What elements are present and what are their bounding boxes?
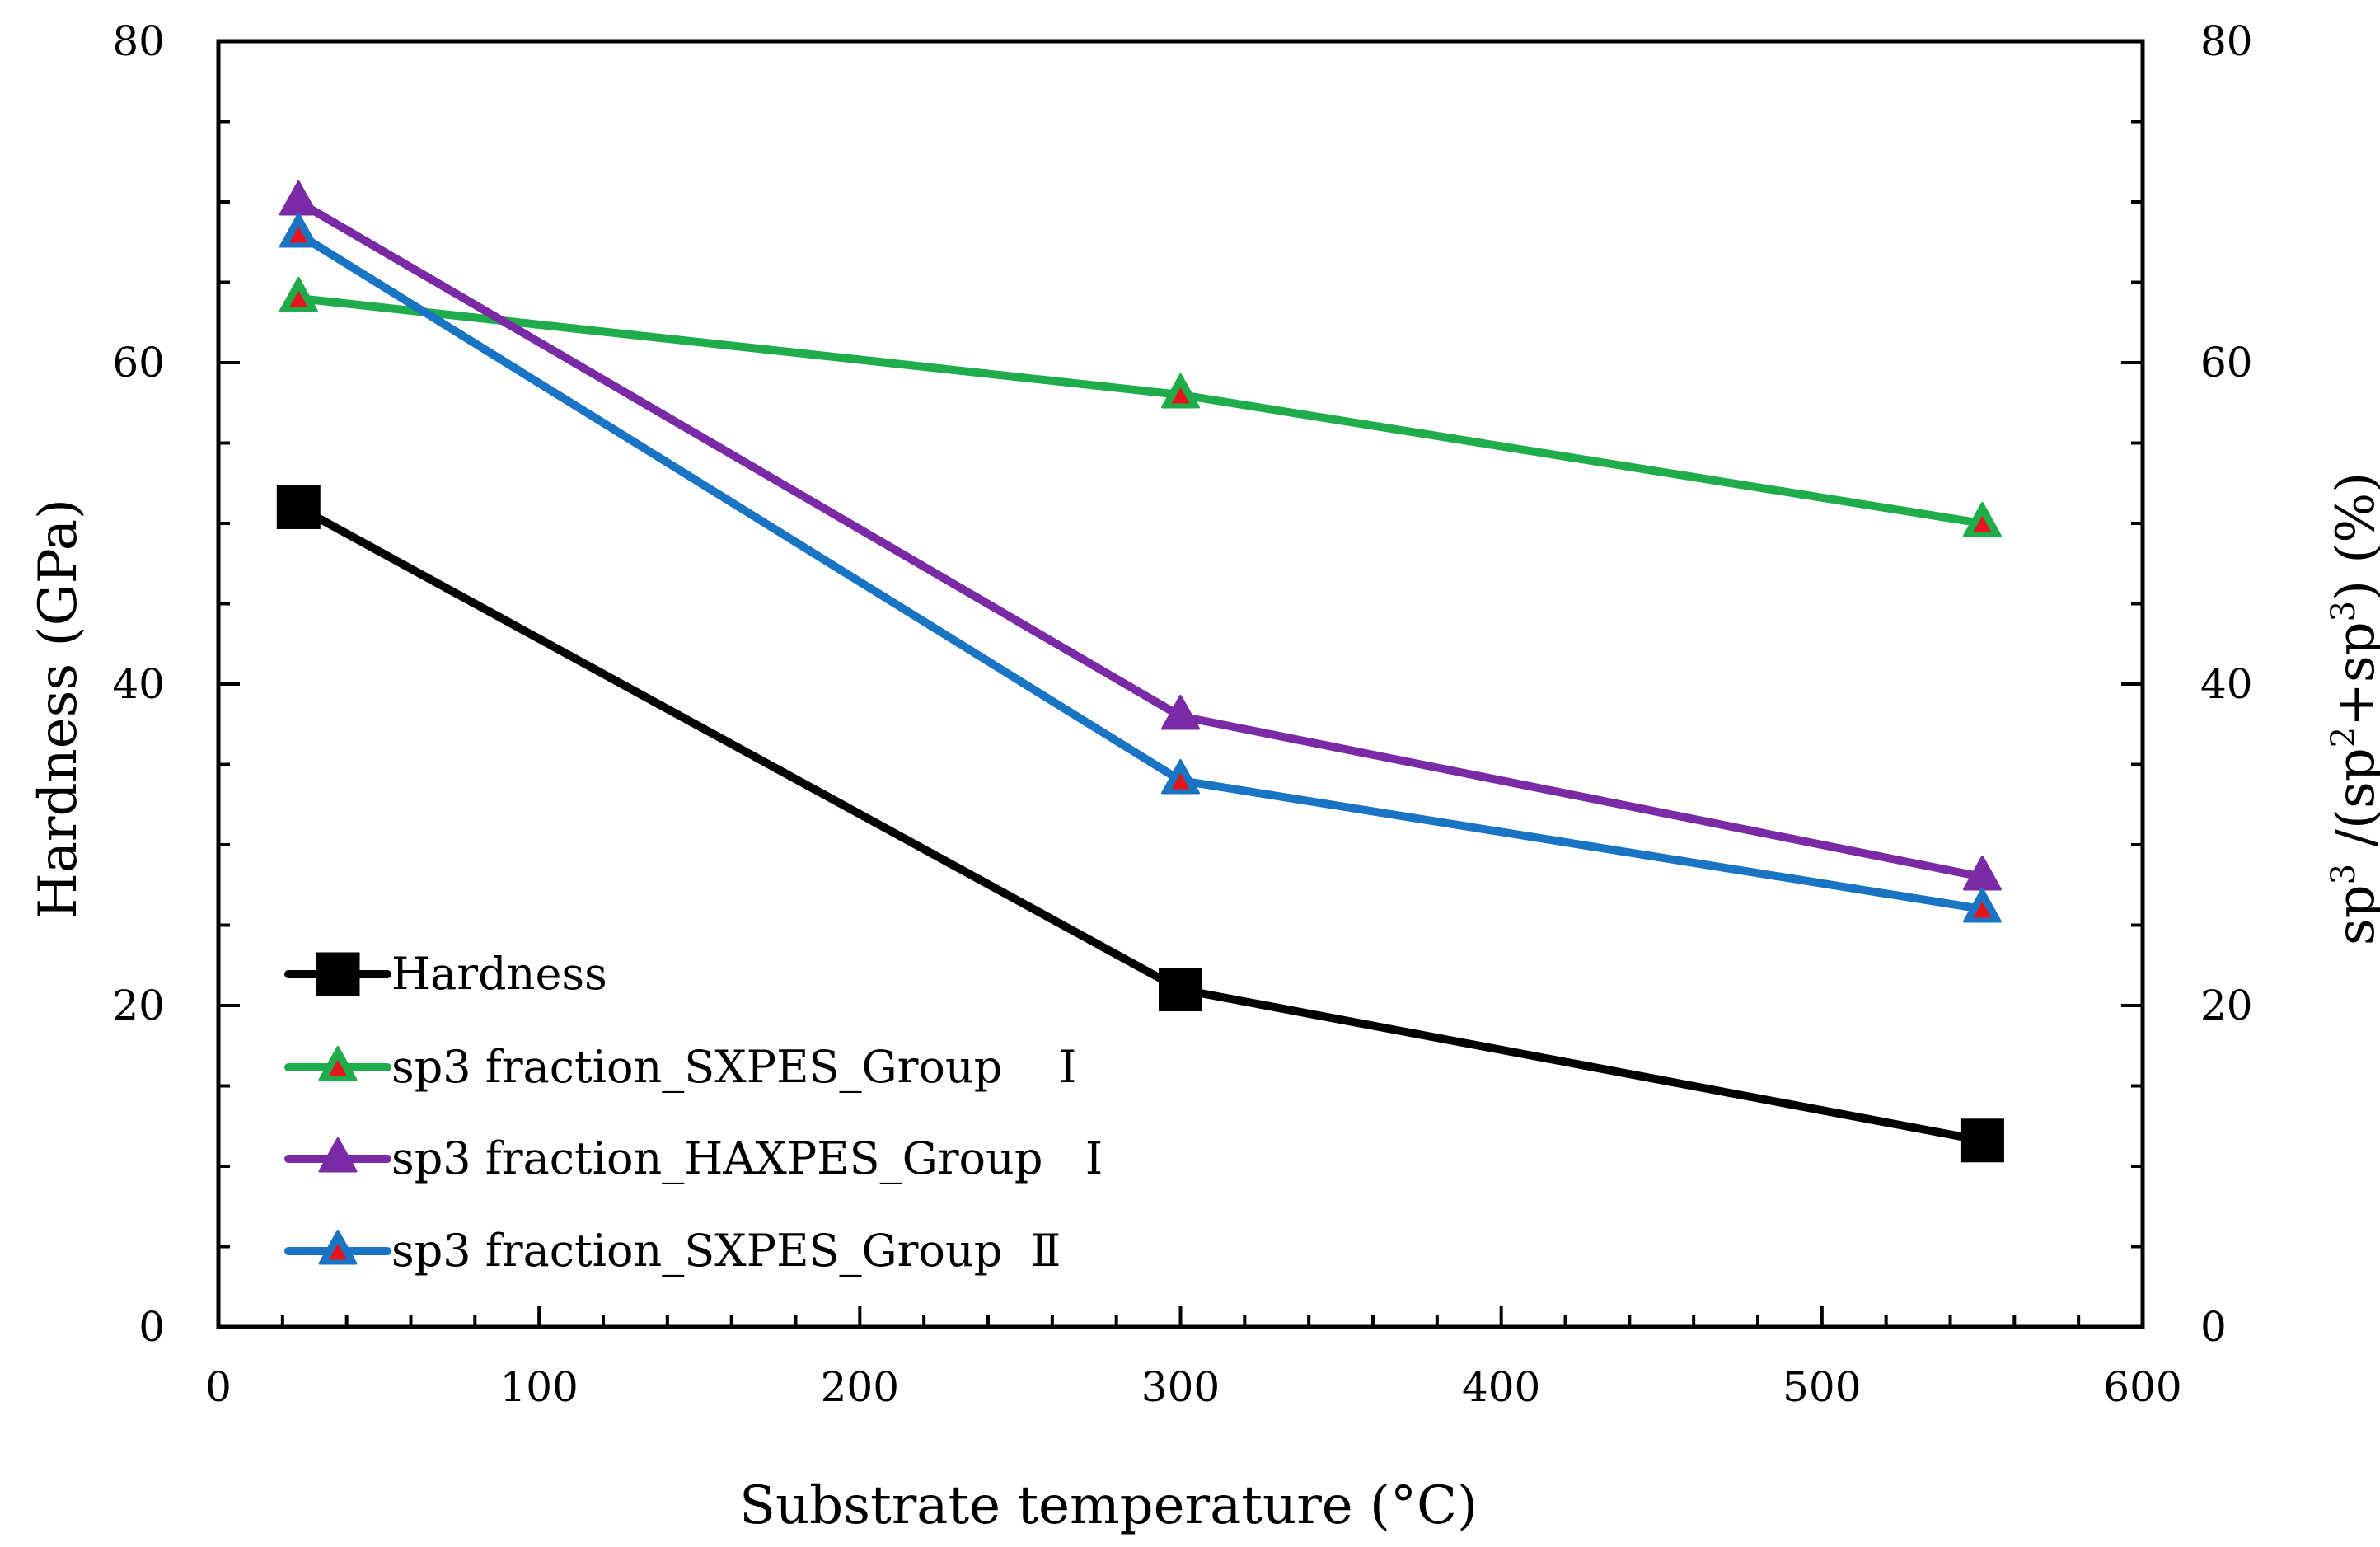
x-tick-label: 100 [499, 1363, 578, 1411]
series-line [294, 230, 1987, 913]
y-axis-right-title: sp3 /(sp2+sp3) (%) [2325, 472, 2380, 945]
legend-label: Hardness [391, 948, 607, 1000]
data-point-inner [289, 290, 308, 307]
x-tick-label: 0 [205, 1363, 232, 1411]
legend-entry: Hardness [284, 948, 607, 1000]
data-point-inner [1973, 901, 1992, 918]
data-point [1960, 1118, 2004, 1163]
y-left-tick-label: 80 [112, 17, 165, 65]
y-right-title-part: +sp [2326, 621, 2380, 726]
y-left-tick-label: 60 [112, 339, 165, 387]
x-tick-label: 600 [2103, 1363, 2181, 1411]
y-right-title-superscript: 3 [2325, 864, 2363, 884]
y-right-tick-label: 20 [2200, 982, 2253, 1029]
y-right-title-part: ) (%) [2326, 472, 2380, 601]
data-point [1159, 968, 1202, 1011]
series-layer [276, 180, 2004, 1163]
series-0 [276, 485, 2004, 1163]
series-3 [279, 212, 2002, 923]
legend-entry: sp3 fraction_SXPES_Group Ⅱ [284, 1225, 1061, 1277]
series-2 [279, 180, 2002, 891]
y-right-title-superscript: 3 [2325, 601, 2363, 621]
series-line [294, 198, 1987, 881]
y-right-tick-label: 40 [2200, 660, 2253, 708]
series-1 [279, 276, 2002, 537]
legend-label: sp3 fraction_HAXPES_Group Ⅰ [391, 1132, 1103, 1184]
y-right-tick-label: 60 [2200, 339, 2253, 387]
legend-swatch-marker-inner [329, 1243, 347, 1260]
series-line [294, 294, 1987, 527]
legend-entry: sp3 fraction_SXPES_Group Ⅰ [284, 1041, 1076, 1093]
data-point [1161, 694, 1200, 730]
y-left-tick-label: 20 [112, 982, 165, 1029]
y-right-tick-label: 80 [2200, 17, 2253, 65]
data-point-inner [289, 226, 308, 243]
x-tick-label: 500 [1783, 1363, 1861, 1411]
x-axis-title: Substrate temperature (°C) [739, 1475, 1478, 1536]
data-point-inner [1171, 772, 1190, 790]
axes-layer: 0 100 200 300 400 500 600 0 20 40 60 80 0 20 40 60 80 [112, 17, 2252, 1411]
data-point [279, 180, 318, 216]
legend: Hardness sp3 fraction_SXPES_Group Ⅰ sp3 fr… [284, 948, 1103, 1277]
legend-swatch-marker-inner [329, 1059, 347, 1076]
legend-swatch-marker [316, 952, 360, 996]
y-left-tick-label: 0 [138, 1303, 165, 1351]
y-right-title-part: /(sp [2326, 748, 2380, 864]
data-point-inner [1973, 515, 1992, 532]
x-tick-label: 200 [821, 1363, 899, 1411]
legend-swatch-marker [318, 1137, 358, 1173]
y-axis-left-title: Hardness (GPa) [28, 499, 89, 919]
y-right-title-superscript: 2 [2325, 727, 2363, 748]
x-tick-label: 400 [1462, 1363, 1540, 1411]
legend-label: sp3 fraction_SXPES_Group Ⅰ [391, 1041, 1076, 1093]
data-point [276, 485, 321, 529]
legend-entry: sp3 fraction_HAXPES_Group Ⅰ [284, 1132, 1103, 1184]
x-tick-label: 300 [1141, 1363, 1220, 1411]
y-right-tick-label: 0 [2200, 1303, 2227, 1351]
y-right-title-part: sp [2326, 884, 2380, 945]
data-point-inner [1171, 387, 1190, 404]
y-left-tick-label: 40 [112, 660, 165, 708]
legend-label: sp3 fraction_SXPES_Group Ⅱ [391, 1225, 1061, 1277]
